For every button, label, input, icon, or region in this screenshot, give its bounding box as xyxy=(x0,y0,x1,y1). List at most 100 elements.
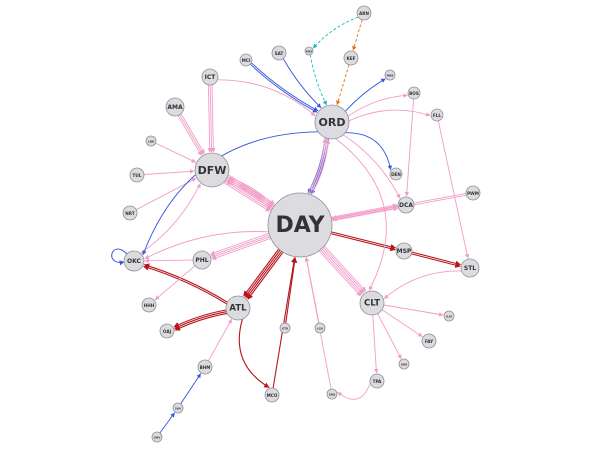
node-label: ARN xyxy=(359,11,369,16)
node-label: OAJ xyxy=(163,329,172,334)
edge-ord-mke xyxy=(344,78,386,112)
node-circle xyxy=(192,250,212,270)
edge-day-phl xyxy=(210,234,270,257)
edge-tul-dfw xyxy=(143,169,195,175)
edge-okc-self-loop xyxy=(111,248,128,266)
node-label: MCO xyxy=(267,393,278,398)
edge-day-dfw xyxy=(228,176,275,207)
edge-day-clt xyxy=(320,249,363,296)
node-pdx: PDX xyxy=(304,46,314,56)
node-arn: ARN xyxy=(356,5,372,21)
node-circle xyxy=(197,359,213,375)
node-bos: BOS xyxy=(407,86,421,100)
node-label: ILM xyxy=(446,315,452,319)
node-label: TPA xyxy=(373,379,383,384)
node-label: STL xyxy=(464,265,476,272)
node-stl: STL xyxy=(460,258,480,278)
edge-ord-bos xyxy=(347,93,408,117)
edge-bhm-atl xyxy=(208,318,233,362)
node-label: GNV xyxy=(154,436,162,440)
node-mci: MCI xyxy=(239,53,253,67)
edge-ict-dfw xyxy=(209,84,214,153)
node-okc: OKC xyxy=(123,250,145,272)
node-circle xyxy=(194,152,230,188)
node-circle xyxy=(129,167,145,183)
node-label: ORD xyxy=(319,116,346,129)
edge-day-phl xyxy=(211,237,271,260)
node-circle xyxy=(443,310,455,322)
node-lga: LGA xyxy=(314,322,326,334)
edge-okc-dfw xyxy=(140,183,201,254)
edge-mci-ord xyxy=(251,62,319,112)
edge-stl-clt xyxy=(383,270,462,299)
node-circle xyxy=(122,205,138,221)
edge-layer xyxy=(111,16,470,434)
node-label: DEN xyxy=(391,172,401,177)
edge-tpa-srq xyxy=(337,382,371,400)
node-label: BOS xyxy=(409,91,419,96)
node-label: ICT xyxy=(205,74,217,81)
edge-day-msp xyxy=(330,233,396,252)
node-label: DFW xyxy=(198,164,227,177)
node-clt: CLT xyxy=(359,290,385,316)
node-dca: DCA xyxy=(397,196,415,214)
edge-day-atl xyxy=(247,251,284,300)
node-label: MSP xyxy=(397,248,412,255)
edge-lga-day xyxy=(304,256,320,324)
edge-day-dca xyxy=(331,203,398,218)
edge-ict-dfw xyxy=(207,84,212,153)
edge-bos-dca xyxy=(404,98,415,197)
edge-msp-stl xyxy=(411,251,462,267)
edge-ict-dfw xyxy=(211,84,216,153)
node-circle xyxy=(151,431,163,443)
node-hhh: HHH xyxy=(141,297,157,313)
node-circle xyxy=(356,5,372,21)
node-label: KEF xyxy=(347,56,356,61)
edge-mci-ord xyxy=(249,63,318,113)
edge-kef-ord xyxy=(336,64,350,106)
node-phl: PHL xyxy=(192,250,212,270)
edge-ict-ord xyxy=(217,79,316,117)
node-circle xyxy=(343,50,359,66)
node-day: DAY xyxy=(267,192,333,258)
node-label: NRT xyxy=(125,211,135,216)
node-label: DCA xyxy=(399,202,413,209)
node-circle xyxy=(369,373,385,389)
node-circle xyxy=(239,53,253,67)
node-label: MCI xyxy=(242,58,251,63)
node-fay: FAY xyxy=(421,333,437,349)
node-label: LNK xyxy=(148,140,155,144)
edge-atl-okc xyxy=(143,265,227,305)
node-label: TUL xyxy=(133,173,142,178)
node-srq: SRQ xyxy=(326,388,338,400)
node-circle xyxy=(225,295,251,321)
node-msp: MSP xyxy=(395,242,413,260)
edge-fll-stl xyxy=(437,120,470,259)
edge-clt-ilm xyxy=(383,304,444,317)
node-circle xyxy=(389,167,403,181)
node-bhm: BHM xyxy=(197,359,213,375)
node-circle xyxy=(165,97,185,117)
node-circle xyxy=(304,46,314,56)
node-tul: TUL xyxy=(129,167,145,183)
edge-msp-stl xyxy=(411,253,461,268)
node-label: LGA xyxy=(317,327,324,331)
node-fll: FLL xyxy=(430,108,444,122)
node-circle xyxy=(279,322,291,334)
edge-nrt-dfw xyxy=(135,178,197,211)
edge-pdx-ord xyxy=(309,54,327,106)
node-circle xyxy=(159,323,175,339)
edge-ord-dca xyxy=(343,134,401,199)
node-circle xyxy=(201,68,219,86)
edge-day-ord xyxy=(307,138,327,195)
node-label: GTR xyxy=(282,327,289,331)
node-mke: MKE xyxy=(384,69,396,81)
node-nrt: NRT xyxy=(122,205,138,221)
node-gnv: GNV xyxy=(151,431,163,443)
edge-clt-tpa xyxy=(372,314,379,374)
edge-day-atl xyxy=(246,250,283,299)
edge-phl-hhh xyxy=(154,265,196,301)
node-circle xyxy=(465,185,481,201)
edge-day-atl xyxy=(244,249,281,298)
